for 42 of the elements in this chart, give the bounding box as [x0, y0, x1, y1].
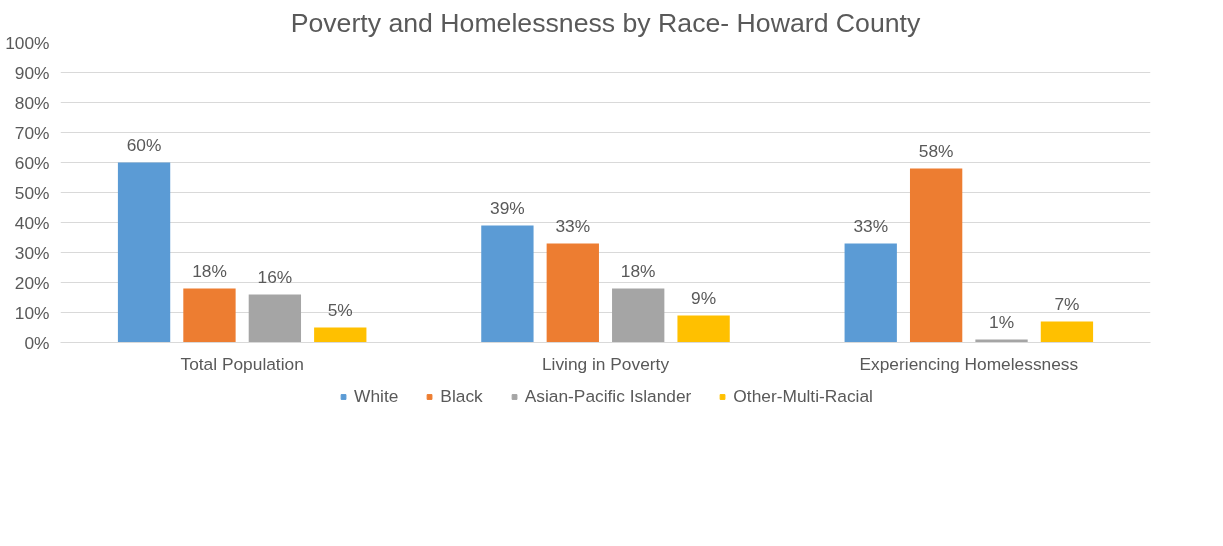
y-tick-label: 20%	[14, 272, 50, 293]
data-label: 58%	[918, 140, 954, 161]
data-label: 39%	[490, 197, 525, 218]
data-label: 5%	[327, 299, 353, 320]
y-tick-label: 60%	[14, 152, 50, 173]
legend-label: Black	[440, 385, 483, 407]
bar	[117, 162, 171, 343]
y-tick-label: 70%	[14, 122, 50, 143]
y-tick-label: 30%	[14, 242, 50, 263]
bar	[314, 327, 367, 343]
bar	[481, 225, 534, 343]
bar	[248, 294, 302, 343]
data-label: 60%	[126, 134, 162, 155]
y-tick-label: 50%	[14, 182, 50, 203]
data-label: 9%	[691, 287, 717, 308]
y-tick-label: 80%	[14, 92, 50, 113]
data-label: 18%	[620, 260, 656, 281]
data-label: 7%	[1054, 293, 1080, 314]
y-tick-label: 0%	[24, 332, 50, 353]
data-label: 33%	[853, 215, 889, 236]
x-tick-label: Experiencing Homelessness	[859, 353, 1079, 374]
bar	[677, 315, 730, 343]
y-tick-label: 90%	[14, 62, 50, 83]
y-tick-label: 10%	[14, 302, 50, 323]
data-label: 18%	[192, 260, 227, 281]
data-label: 33%	[555, 215, 591, 236]
chart-title: Poverty and Homelessness by Race- Howard County	[290, 7, 921, 38]
bar	[1040, 321, 1094, 343]
legend-label: White	[354, 385, 399, 407]
data-label: 1%	[989, 311, 1015, 332]
bar	[183, 288, 236, 343]
bar	[546, 243, 599, 343]
x-tick-label: Total Population	[180, 353, 304, 374]
bar	[844, 243, 897, 343]
legend-label: Asian-Pacific Islander	[524, 385, 692, 407]
data-label: 16%	[257, 266, 293, 287]
x-tick-label: Living in Poverty	[541, 353, 670, 374]
bar	[909, 168, 963, 343]
legend-label: Other-Multi-Racial	[733, 385, 873, 407]
y-tick-label: 40%	[14, 212, 50, 233]
bar	[612, 288, 665, 343]
y-tick-label: 100%	[5, 32, 50, 53]
